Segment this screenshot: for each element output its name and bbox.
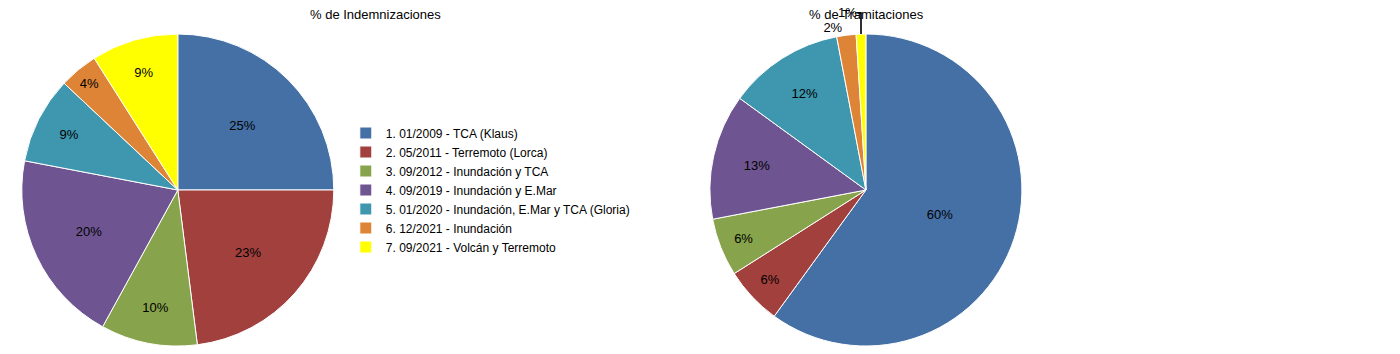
svg-text:25%: 25% xyxy=(229,118,255,133)
svg-text:13%: 13% xyxy=(744,158,770,173)
svg-text:6. 12/2021 - Inundación: 6. 12/2021 - Inundación xyxy=(386,222,512,236)
svg-text:2. 05/2011 - Terremoto (Lorca): 2. 05/2011 - Terremoto (Lorca) xyxy=(386,146,548,160)
svg-text:% de Indemnizaciones: % de Indemnizaciones xyxy=(310,7,441,22)
svg-text:6%: 6% xyxy=(761,272,780,287)
svg-text:3. 09/2012 - Inundación y TCA: 3. 09/2012 - Inundación y TCA xyxy=(386,165,549,179)
svg-text:9%: 9% xyxy=(60,127,79,142)
svg-text:9%: 9% xyxy=(134,65,153,80)
svg-text:20%: 20% xyxy=(76,224,102,239)
svg-text:1. 01/2009 - TCA (Klaus): 1. 01/2009 - TCA (Klaus) xyxy=(386,127,518,141)
svg-text:5. 01/2020 - Inundación, E.Mar: 5. 01/2020 - Inundación, E.Mar y TCA (Gl… xyxy=(386,203,630,217)
svg-text:12%: 12% xyxy=(792,86,818,101)
svg-text:7. 09/2021 - Volcán y Terremot: 7. 09/2021 - Volcán y Terremoto xyxy=(386,241,556,255)
svg-text:1%: 1% xyxy=(838,5,857,20)
svg-text:23%: 23% xyxy=(235,245,261,260)
svg-text:4%: 4% xyxy=(80,76,99,91)
svg-text:2%: 2% xyxy=(823,20,842,35)
svg-text:% de Tramitaciones: % de Tramitaciones xyxy=(809,7,924,22)
svg-text:10%: 10% xyxy=(142,300,168,315)
svg-text:60%: 60% xyxy=(927,207,953,222)
svg-text:6%: 6% xyxy=(734,231,753,246)
svg-text:4. 09/2019 - Inundación y E.Ma: 4. 09/2019 - Inundación y E.Mar xyxy=(386,184,557,198)
